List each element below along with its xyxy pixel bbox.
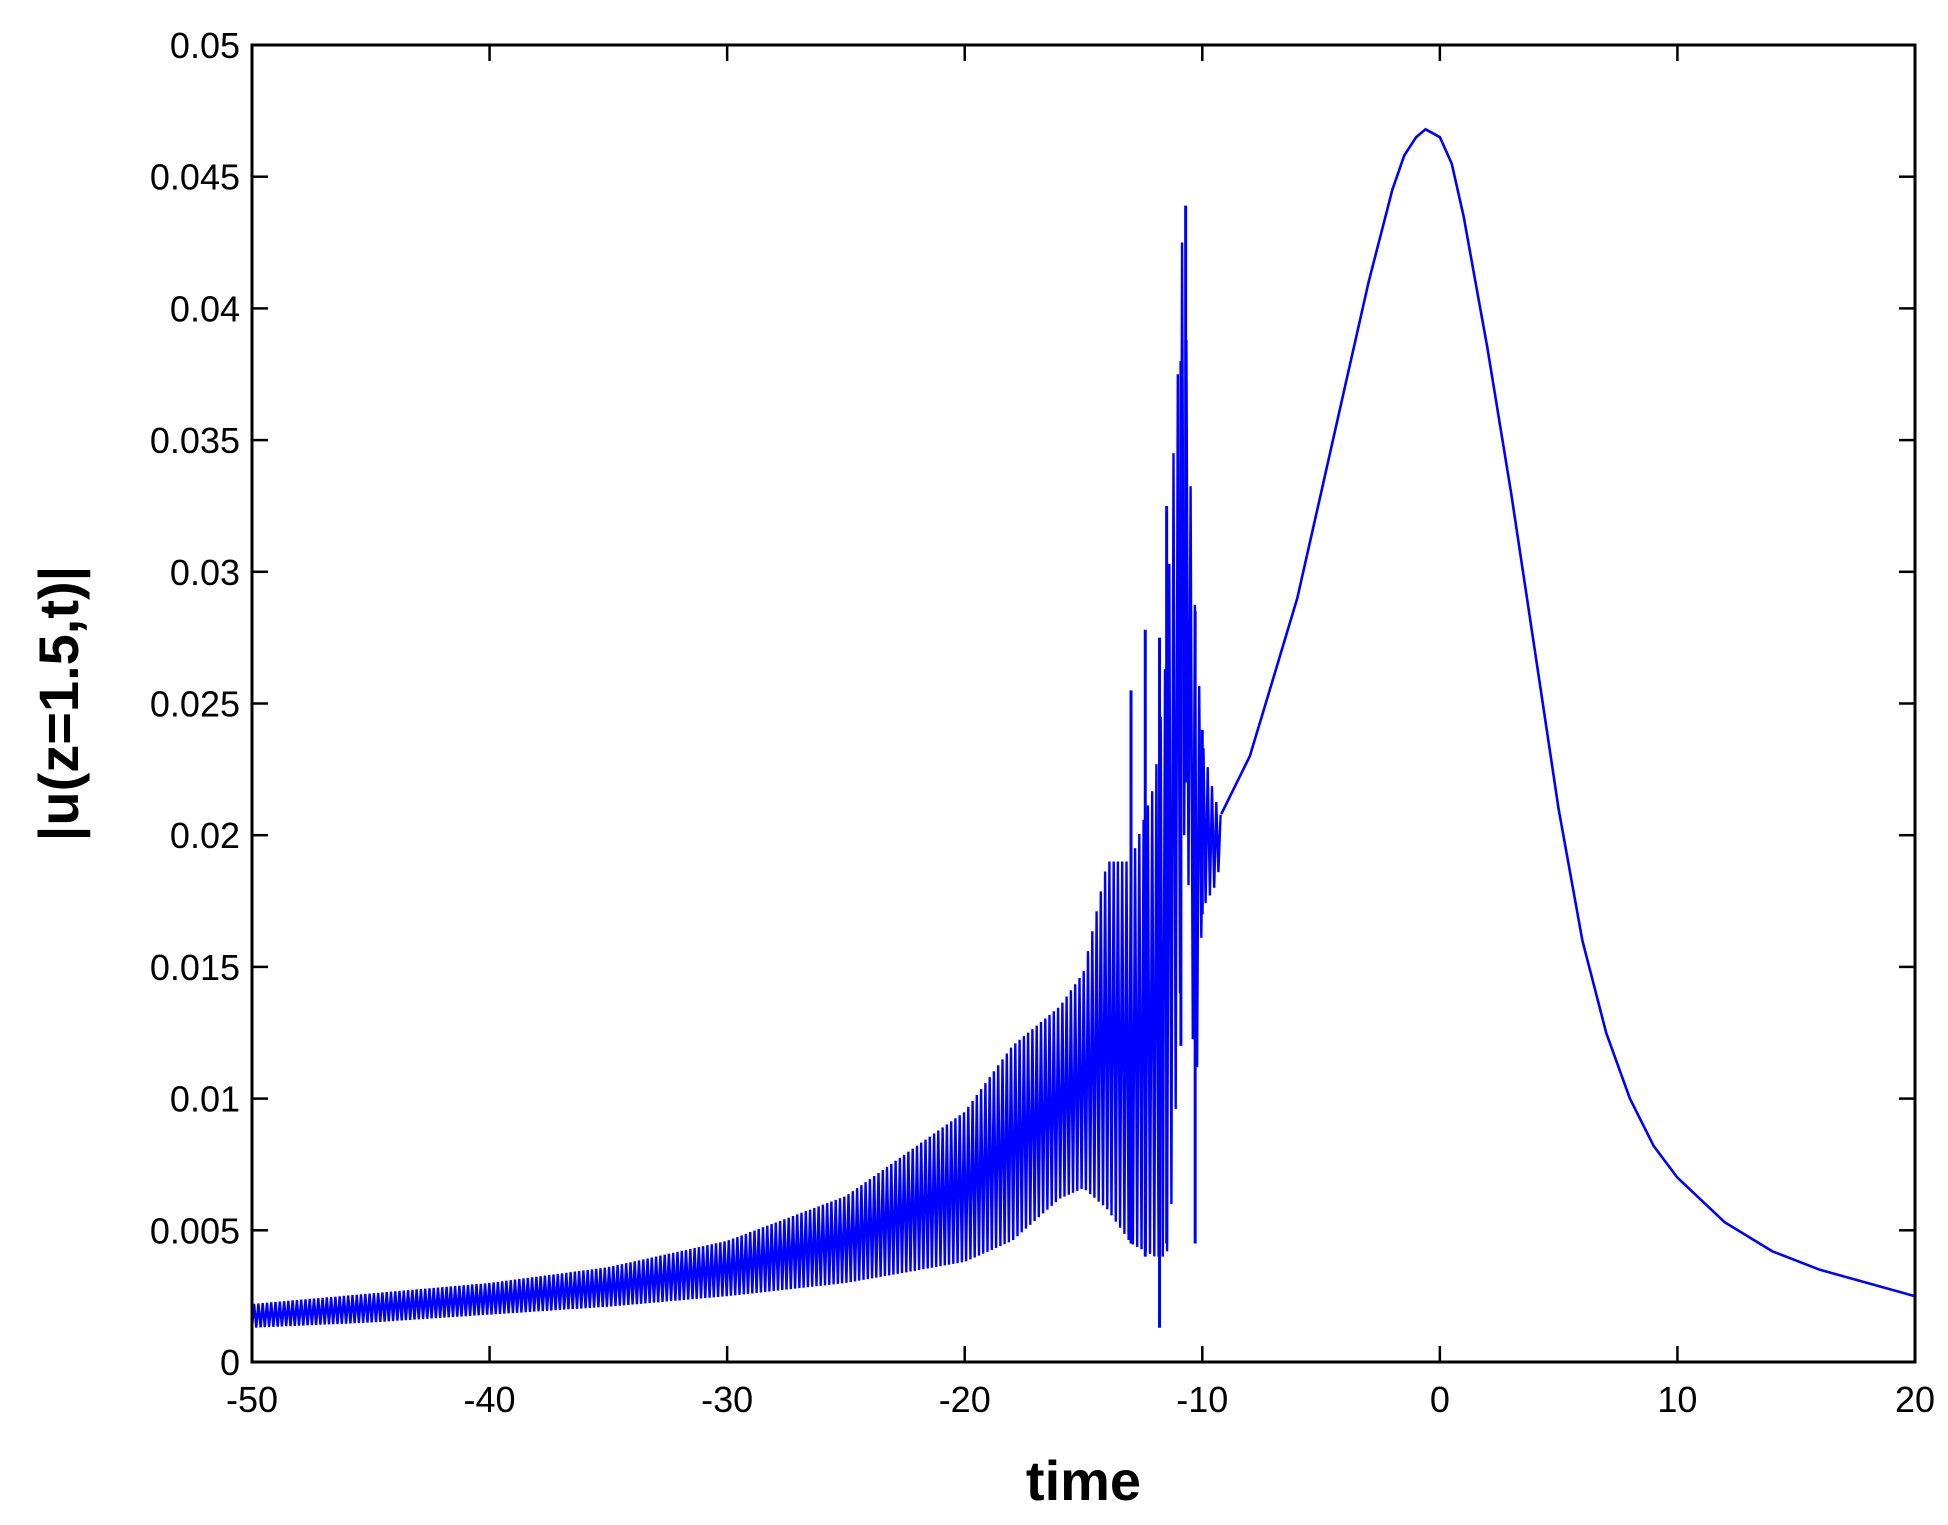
x-tick-labels: -50 -40 -30 -20 -10 0 10 20 [226, 1379, 1935, 1420]
axes-frame [250, 43, 1917, 1364]
y-tick-label: 0.01 [170, 1079, 240, 1120]
oscillation-trace [250, 242, 1222, 1328]
y-tick-labels: 0 0.005 0.01 0.015 0.02 0.025 0.03 0.035 0.04 0.0… [150, 25, 240, 1383]
x-tick-label: 10 [1657, 1379, 1697, 1420]
y-tick-label: 0.05 [170, 25, 240, 66]
y-axis-label: |u(z=1.5,t)| [27, 566, 91, 842]
axis-ticks [250, 43, 1917, 1364]
y-tick-label: 0.03 [170, 552, 240, 593]
y-tick-label: 0 [220, 1342, 240, 1383]
y-tick-label: 0.035 [150, 420, 240, 461]
x-tick-label: -50 [226, 1379, 278, 1420]
x-tick-label: -30 [701, 1379, 753, 1420]
x-tick-label: 20 [1895, 1379, 1935, 1420]
x-tick-label: 0 [1430, 1379, 1450, 1420]
y-tick-label: 0.025 [150, 684, 240, 725]
x-tick-label: -10 [1176, 1379, 1228, 1420]
x-axis-label: time [1026, 1449, 1141, 1512]
y-tick-label: 0.045 [150, 157, 240, 198]
y-tick-label: 0.04 [170, 288, 240, 329]
y-tick-label: 0.015 [150, 947, 240, 988]
y-tick-label: 0.02 [170, 815, 240, 856]
x-tick-label: -40 [464, 1379, 516, 1420]
data-series [250, 128, 1916, 1328]
y-tick-label: 0.005 [150, 1210, 240, 1251]
series-line [1220, 128, 1916, 1298]
x-tick-label: -20 [939, 1379, 991, 1420]
